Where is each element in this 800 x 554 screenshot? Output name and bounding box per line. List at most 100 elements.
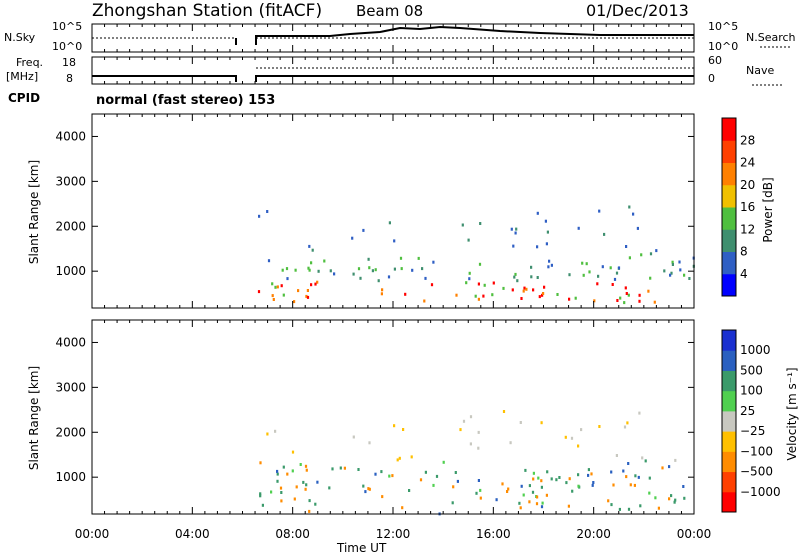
figure-title: Zhongshan Station (fitACF) [92, 1, 322, 21]
range-cell [274, 429, 277, 433]
colorbar-segment [722, 273, 736, 297]
y-tick-label: 2000 [55, 425, 86, 439]
colorbar-tick-label: −100 [740, 444, 773, 458]
range-cell [410, 455, 413, 459]
range-cell [381, 495, 384, 499]
colorbar-segment [722, 370, 736, 392]
power-ylabel: Slant Range [km] [27, 160, 41, 264]
range-cell [618, 507, 621, 511]
range-cell [556, 293, 559, 296]
range-cell [388, 221, 391, 225]
power-colorbar-label: Power [dB] [761, 177, 775, 242]
range-cell [467, 238, 470, 242]
colorbar-segment [722, 471, 736, 493]
range-cell [541, 293, 544, 297]
range-cell [611, 283, 614, 286]
range-cell [532, 477, 535, 481]
range-cell [555, 478, 558, 482]
range-cell [545, 493, 548, 497]
nsky-left-bottom: 10^0 [52, 40, 82, 53]
range-cell [540, 421, 543, 425]
range-cell [626, 421, 629, 425]
range-cell [371, 269, 374, 273]
range-cell [625, 475, 628, 479]
velocity-frame [91, 319, 695, 515]
range-cell [639, 504, 642, 508]
range-cell [435, 474, 439, 478]
range-cell [495, 498, 498, 502]
colorbar-segment [722, 451, 736, 473]
range-cell [623, 301, 626, 305]
range-cell [655, 249, 658, 253]
range-cell [571, 489, 574, 493]
range-cell [633, 483, 636, 487]
range-cell [506, 490, 509, 493]
range-cell [271, 294, 274, 298]
range-cell [629, 483, 632, 487]
range-cell [276, 285, 279, 289]
range-cell [514, 231, 517, 235]
nsky-label: N.Sky [4, 31, 36, 44]
range-cell [528, 500, 531, 504]
range-cell [509, 441, 512, 445]
range-cell [613, 277, 617, 281]
range-cell [674, 458, 677, 462]
range-cell [314, 282, 317, 286]
range-cell [423, 299, 426, 303]
range-cell [329, 269, 332, 273]
range-cell [541, 501, 544, 505]
range-cell [307, 266, 310, 270]
range-cell [323, 259, 326, 263]
range-cell [532, 288, 535, 292]
range-cell [285, 267, 289, 271]
colorbar-segment [722, 118, 736, 141]
nsky-left-top: 10^5 [52, 20, 82, 33]
colorbar-tick-label: 24 [740, 156, 755, 170]
range-cell [518, 501, 521, 505]
range-cell [475, 491, 478, 495]
range-cell [310, 261, 313, 265]
range-cell [368, 266, 371, 270]
range-cell [454, 471, 457, 474]
range-cell [565, 481, 568, 485]
range-cell [316, 280, 319, 284]
freq-panel: Freq. [MHz] 18 8 60 0 Nave [6, 54, 782, 86]
freq-left-bottom: 8 [66, 72, 73, 85]
range-cell [682, 485, 685, 488]
range-cell [507, 487, 510, 491]
range-cell [597, 274, 600, 278]
power-y-axis: 1000 2000 3000 4000 [55, 129, 694, 278]
range-cell [628, 256, 631, 260]
cpid-label: CPID [8, 91, 40, 105]
range-cell [331, 467, 334, 471]
range-cell [581, 261, 584, 265]
x-tick-label: 00:00 [75, 527, 110, 541]
x-tick-label: 00:00 [677, 527, 712, 541]
range-cell [523, 286, 526, 290]
colorbar-segment [722, 229, 736, 252]
range-cell [657, 506, 660, 510]
range-cell [479, 222, 482, 225]
range-cell [588, 270, 591, 274]
time-axis-label: Time UT [336, 541, 387, 554]
range-cell [536, 276, 539, 279]
nave-right-bottom: 0 [708, 72, 715, 85]
range-cell [536, 211, 539, 215]
range-cell [398, 456, 401, 460]
range-cell [598, 425, 601, 428]
cpid-row: CPID normal (fast stereo) 153 [8, 91, 275, 108]
range-cell [545, 242, 548, 246]
range-cell [294, 268, 297, 272]
range-cell [276, 472, 279, 476]
colorbar-segment [722, 390, 736, 412]
range-cell [615, 454, 618, 457]
range-cell [259, 494, 262, 498]
range-cell [339, 466, 342, 470]
range-cell [568, 273, 571, 277]
range-cell [459, 428, 462, 432]
range-cell [538, 295, 541, 299]
range-cell [638, 411, 641, 415]
range-cell [577, 473, 580, 477]
range-cell [520, 297, 523, 300]
range-cell [259, 492, 262, 496]
